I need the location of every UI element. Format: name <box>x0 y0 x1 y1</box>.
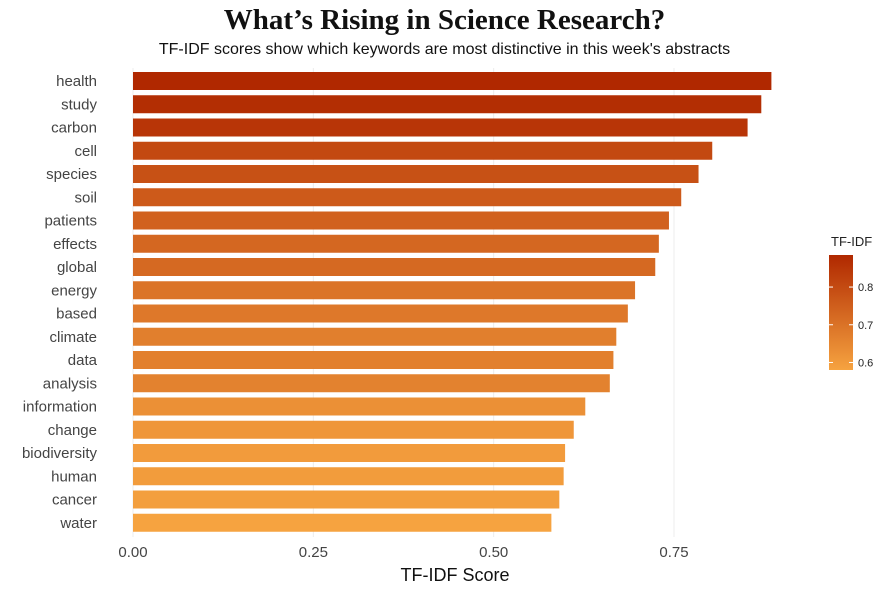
y-tick-label: study <box>61 96 97 113</box>
y-tick-label: human <box>51 468 97 485</box>
bar-effects <box>133 234 659 253</box>
bar-information <box>133 397 586 416</box>
y-tick-label: change <box>48 422 97 439</box>
bar-water <box>133 513 552 532</box>
y-tick-label: information <box>23 399 97 416</box>
grid-lines <box>132 68 675 537</box>
x-tick-label: 0.00 <box>118 544 147 561</box>
y-tick-label: water <box>59 515 97 532</box>
y-tick-label: climate <box>49 329 97 346</box>
y-tick-label: soil <box>74 189 97 206</box>
y-axis-labels: health study carbon cell species soil patients… <box>22 73 98 532</box>
y-tick-label: species <box>46 166 97 183</box>
legend-title: TF-IDF <box>831 234 872 249</box>
bar-cancer <box>133 490 560 509</box>
color-legend: TF-IDF 0.8 0.7 0.6 <box>829 234 873 370</box>
y-tick-label: analysis <box>43 375 97 392</box>
bar-study <box>133 95 762 114</box>
y-tick-label: data <box>68 352 98 369</box>
bar-climate <box>133 327 617 346</box>
y-tick-label: patients <box>44 213 97 230</box>
y-tick-label: energy <box>51 282 97 299</box>
chart-title: What’s Rising in Science Research? <box>223 4 666 36</box>
bar-patients <box>133 211 669 230</box>
bar-human <box>133 467 564 486</box>
legend-colorbar <box>829 255 853 370</box>
y-tick-label: cancer <box>52 492 97 509</box>
y-tick-label: biodiversity <box>22 445 98 462</box>
y-tick-label: global <box>57 259 97 276</box>
bar-data <box>133 351 614 369</box>
bar-biodiversity <box>133 444 566 462</box>
y-tick-label: effects <box>53 236 97 253</box>
bar-carbon <box>133 118 748 137</box>
bar-change <box>133 420 574 439</box>
bar-energy <box>133 281 636 300</box>
bar-based <box>133 304 628 323</box>
bar-cell <box>133 141 713 160</box>
x-tick-label: 0.75 <box>659 544 688 561</box>
bar-soil <box>133 188 682 207</box>
bar-species <box>133 165 699 183</box>
x-axis-title: TF-IDF Score <box>400 565 509 585</box>
y-tick-label: cell <box>74 143 97 160</box>
legend-tick-label: 0.6 <box>858 357 873 369</box>
y-tick-label: based <box>56 306 97 323</box>
x-tick-label: 0.25 <box>299 544 328 561</box>
x-axis-labels: 0.00 0.25 0.50 0.75 <box>118 544 688 561</box>
y-tick-label: health <box>56 73 97 90</box>
chart-subtitle: TF-IDF scores show which keywords are mo… <box>158 41 731 58</box>
bar-health <box>133 72 772 90</box>
legend-tick-label: 0.8 <box>858 282 873 294</box>
y-tick-label: carbon <box>51 120 97 137</box>
bars <box>133 72 772 532</box>
bar-global <box>133 258 656 276</box>
legend-tick-label: 0.7 <box>858 320 873 332</box>
bar-analysis <box>133 374 610 393</box>
x-tick-label: 0.50 <box>479 544 508 561</box>
